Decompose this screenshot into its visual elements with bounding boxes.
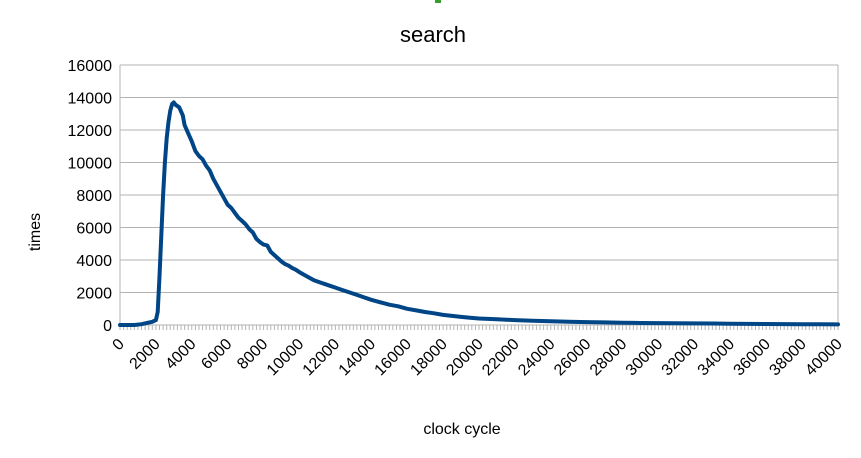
y-tick-label: 10000: [68, 156, 113, 173]
x-tick-label: 14000: [336, 336, 380, 380]
y-tick-label: 8000: [76, 188, 112, 205]
x-tick-label: 16000: [372, 336, 416, 380]
x-tick-label: 12000: [300, 336, 344, 380]
x-tick-label: 32000: [659, 336, 703, 380]
series-line-0: [118, 100, 840, 327]
y-tick-label: 0: [103, 318, 112, 335]
top-edge-marker: [435, 0, 441, 3]
y-tick-label: 6000: [76, 221, 112, 238]
x-tick-label: 10000: [264, 336, 308, 380]
x-tick-label: 22000: [479, 336, 523, 380]
series-layer: [118, 100, 840, 327]
x-tick-label: 34000: [695, 336, 739, 380]
x-axis-ticks: 0200040006000800010000120001400016000180…: [110, 336, 846, 380]
grid: [119, 64, 839, 330]
x-tick-label: 20000: [443, 336, 487, 380]
y-axis-ticks: 0 2000 4000 6000 8000 10000 12000 14000 16000: [68, 58, 113, 335]
y-axis-title: times: [27, 213, 44, 251]
x-tick-label: 40000: [802, 336, 846, 380]
y-tick-label: 16000: [68, 58, 113, 75]
y-tick-label: 4000: [76, 253, 112, 270]
chart-title: search: [400, 22, 466, 47]
y-tick-label: 2000: [76, 286, 112, 303]
x-tick-label: 0: [110, 336, 128, 354]
x-tick-label: 24000: [515, 336, 559, 380]
y-tick-label: 12000: [68, 123, 113, 140]
x-tick-label: 38000: [766, 336, 810, 380]
x-tick-label: 30000: [623, 336, 667, 380]
x-tick-label: 6000: [198, 336, 235, 373]
x-tick-label: 28000: [587, 336, 631, 380]
y-tick-label: 14000: [68, 91, 113, 108]
x-tick-label: 2000: [127, 336, 164, 373]
x-tick-label: 26000: [551, 336, 595, 380]
x-tick-label: 36000: [731, 336, 775, 380]
x-tick-label: 4000: [162, 336, 199, 373]
x-axis-title: clock cycle: [423, 421, 500, 438]
x-tick-label: 18000: [407, 336, 451, 380]
